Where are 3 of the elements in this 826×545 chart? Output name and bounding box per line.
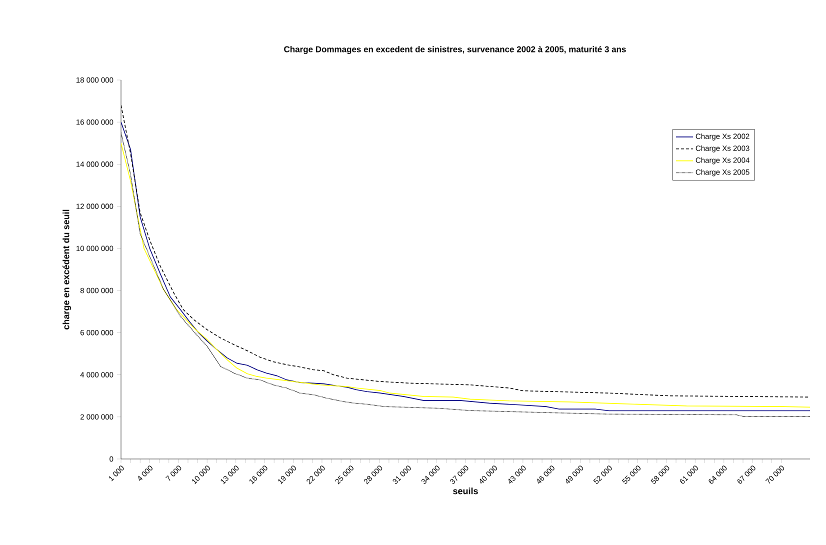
chart-title: Charge Dommages en excedent de sinistres, survenance 2002 à 2005, maturité 3 ans: [284, 46, 626, 54]
x-axis-title: seuils: [453, 488, 478, 494]
y-axis-title: charge en excédent du seuil: [62, 210, 72, 330]
